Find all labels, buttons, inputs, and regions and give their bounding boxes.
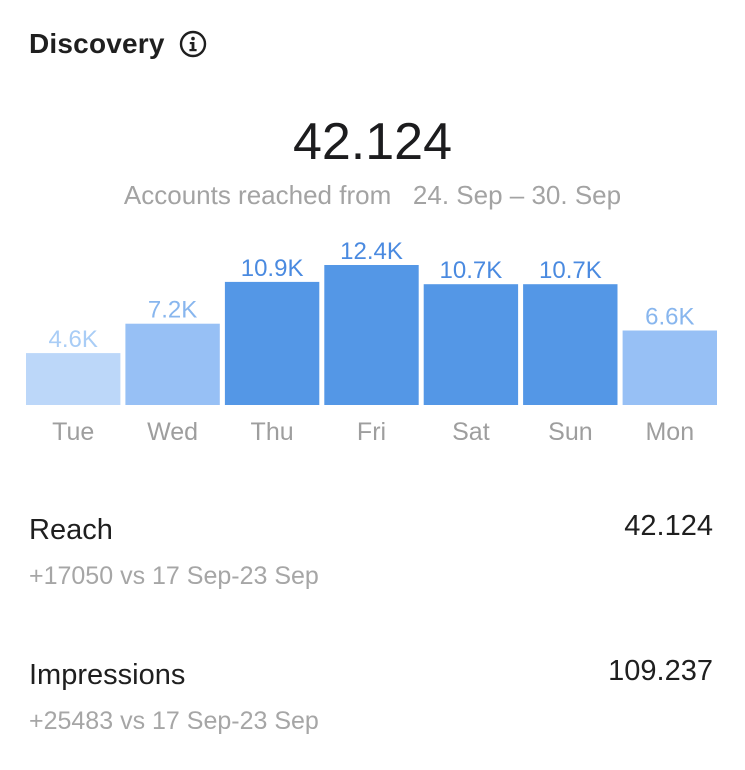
reach-label: Reach [29,514,113,546]
bar-sat[interactable] [423,284,519,405]
reach-delta: +17050 vs 17 Sep-23 Sep [29,562,319,590]
day-label-sat: Sat [452,418,490,446]
reach-subtitle: Accounts reached from 24. Sep – 30. Sep [0,180,745,211]
info-icon[interactable] [179,30,207,58]
bar-sun[interactable] [523,284,618,405]
bar-wed[interactable] [125,323,220,405]
bar-value-label-sun: 10.7K [539,257,602,284]
day-label-sun: Sun [548,418,592,446]
section-title: Discovery [29,28,165,59]
date-range: 24. Sep – 30. Sep [412,180,622,210]
day-label-fri: Fri [357,418,386,446]
bar-value-label-mon: 6.6K [645,304,694,331]
bar-value-label-fri: 12.4K [340,238,403,265]
impressions-value: 109.237 [608,655,713,687]
total-accounts-reached: 42.124 [292,113,453,171]
bar-value-label-wed: 7.2K [148,297,197,324]
bar-tue[interactable] [26,353,121,405]
day-label-thu: Thu [251,418,294,446]
day-label-wed: Wed [147,418,198,446]
reach-value: 42.124 [624,510,713,542]
subtitle-prefix: Accounts reached from [123,180,392,210]
bar-value-label-sat: 10.7K [440,257,503,284]
bar-fri[interactable] [324,265,419,405]
impressions-delta: +25483 vs 17 Sep-23 Sep [29,707,319,735]
bar-value-label-thu: 10.9K [241,255,304,282]
day-label-tue: Tue [52,418,94,446]
bar-thu[interactable] [224,281,320,405]
daily-reach-bar-chart: 4.6K Tue 7.2K Wed 10.9K Thu 12.4K Fri 10.7K Sat 10… [26,238,717,446]
bar-mon[interactable] [622,330,717,406]
section-header: Discovery [29,28,207,60]
bar-value-label-tue: 4.6K [49,326,98,353]
day-label-mon: Mon [645,418,694,446]
impressions-label: Impressions [29,659,186,691]
